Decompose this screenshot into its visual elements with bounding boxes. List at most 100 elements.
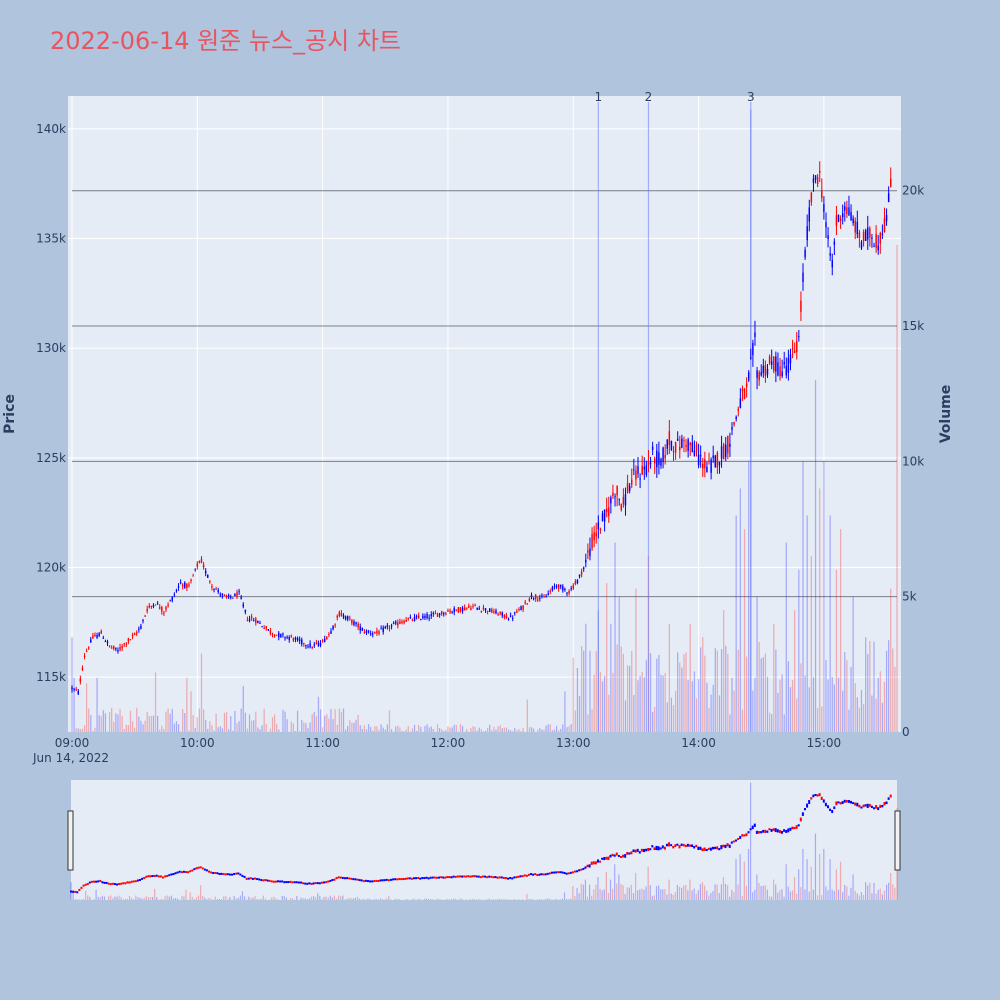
slider-volume-bar [766,889,768,900]
candle-body [225,595,228,598]
slider-candle [477,875,480,878]
volume-bar [407,726,409,732]
slider-volume-bar [871,893,873,900]
slider-candle [783,829,786,832]
slider-candle [465,875,468,878]
slider-volume-bar [141,898,143,900]
slider-volume-bar [773,879,775,900]
candle-body [445,613,447,615]
candle-body [522,605,524,610]
slider-candle [182,870,185,873]
slider-candle [337,876,340,879]
price-tick-label: 130k [36,341,66,355]
slider-volume-bar [555,898,557,900]
slider-candle [132,880,135,883]
slider-candle [151,875,154,878]
slider-candle [239,873,242,876]
range-slider-left-handle[interactable] [67,810,74,871]
volume-bar [681,667,683,732]
slider-volume-bar [473,899,476,900]
candle-body [292,638,295,641]
candle-body [186,583,188,588]
slider-candle [379,879,382,882]
volume-bar [190,691,192,732]
slider-candle [208,870,211,873]
slider-volume-bar [97,896,99,900]
slider-candle [335,877,338,880]
volume-bar [731,677,733,732]
candle-body [338,612,341,616]
volume-bar [733,690,735,732]
slider-candle [714,846,717,850]
slider-volume-bar [689,879,691,900]
candle-body [505,615,508,619]
main-plot-area[interactable] [68,96,901,732]
slider-candle [320,881,323,884]
candle-body [453,608,455,613]
candle-body [73,688,75,690]
slider-candle [471,875,474,878]
slider-candle [124,882,127,885]
volume-bar [489,724,491,732]
slider-candle [274,880,277,883]
candle-body [296,637,299,641]
slider-candle [358,879,361,882]
volume-bar [810,556,812,732]
range-slider-right-handle[interactable] [894,810,901,871]
candle-body [766,368,769,375]
candle-body [873,245,875,247]
slider-volume-bar [325,896,327,900]
candle-body [689,442,691,446]
candle-body [463,607,466,611]
slider-volume-bar [639,889,641,900]
volume-bar [349,719,351,732]
candle-body [729,443,731,447]
slider-candle [885,801,888,805]
volume-bar [428,727,430,732]
volume-bar [756,596,758,732]
candle-body [288,637,290,640]
slider-volume-bar [256,899,258,900]
slider-candle [887,797,890,800]
candle-body [758,372,760,381]
slider-candle [795,825,798,829]
slider-volume-bar [407,898,409,900]
range-slider[interactable] [71,780,897,900]
slider-candle [120,882,123,885]
slider-candle [801,812,804,816]
slider-volume-bar [545,898,547,900]
volume-bar [326,714,328,732]
slider-candle [212,872,215,875]
slider-candle [402,878,405,881]
slider-candle [559,871,562,874]
candle-body [449,610,451,613]
slider-candle [203,868,206,871]
volume-tick-label: 0 [902,725,910,739]
slider-candle [105,881,108,884]
volume-bar [758,641,760,732]
volume-bar [430,726,432,732]
slider-candle [205,869,208,872]
slider-candle [222,873,225,876]
slider-volume-bar [369,899,371,900]
volume-bar [794,610,796,732]
volume-bar [144,720,146,732]
candle-body [493,611,495,613]
slider-volume-bar [869,882,871,900]
candle-body [119,647,121,650]
volume-bar [641,671,643,732]
time-tick-label: 14:00 [681,736,716,750]
slider-candle [444,876,447,879]
slider-candle [576,870,579,873]
volume-bar [184,712,186,732]
volume-bar [384,729,386,732]
slider-volume-bar [890,872,892,900]
volume-bar [760,658,762,732]
candle-body [244,609,247,613]
slider-candle [599,860,602,863]
slider-candle [586,864,589,868]
candle-body [885,214,888,222]
slider-volume-bar [262,895,264,900]
slider-volume-bar [453,898,455,900]
